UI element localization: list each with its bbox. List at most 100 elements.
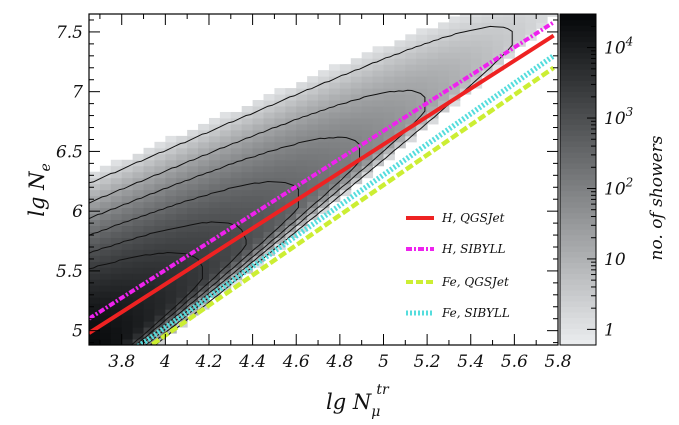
colorbar-step xyxy=(560,196,596,203)
heatmap-cell xyxy=(416,88,428,95)
heatmap-cell xyxy=(165,267,177,274)
heatmap-cell xyxy=(176,267,188,274)
colorbar-step xyxy=(560,107,596,114)
heatmap-cell xyxy=(165,189,177,197)
heatmap-cell xyxy=(448,28,461,35)
heatmap-cell xyxy=(296,88,308,95)
heatmap-cell xyxy=(89,261,101,268)
heatmap-cell xyxy=(165,309,177,316)
heatmap-cell xyxy=(274,225,286,232)
colorbar-step xyxy=(560,295,596,302)
colorbar xyxy=(560,14,596,346)
heatmap-cell xyxy=(285,177,297,185)
heatmap-cell xyxy=(448,76,461,83)
heatmap-cell xyxy=(481,16,494,23)
heatmap-cell xyxy=(438,76,450,83)
heatmap-cell xyxy=(132,213,145,221)
heatmap-cell xyxy=(121,267,134,274)
heatmap-cell xyxy=(328,64,341,71)
heatmap-cell xyxy=(427,28,439,35)
heatmap-cell xyxy=(121,165,134,173)
heatmap-cell xyxy=(438,70,450,77)
heatmap-cell xyxy=(296,82,308,89)
heatmap-cell xyxy=(187,141,199,149)
heatmap-cell xyxy=(514,16,526,23)
heatmap-cell xyxy=(208,141,221,149)
heatmap-cell xyxy=(176,243,188,250)
heatmap-cell xyxy=(89,333,101,340)
heatmap-cell xyxy=(285,225,297,232)
heatmap-cell xyxy=(241,195,254,203)
heatmap-cell xyxy=(307,117,319,125)
heatmap-cell xyxy=(241,225,254,232)
heatmap-cell xyxy=(241,243,254,250)
heatmap-cell xyxy=(187,213,199,221)
heatmap-cell xyxy=(187,309,199,316)
heatmap-cell xyxy=(525,34,537,41)
heatmap-cell xyxy=(427,82,439,89)
heatmap-cell xyxy=(296,94,308,101)
heatmap-cell xyxy=(198,279,210,286)
heatmap-cell xyxy=(470,28,483,35)
heatmap-cell xyxy=(230,243,243,250)
heatmap-cell xyxy=(307,213,319,221)
heatmap-cell xyxy=(219,141,232,149)
heatmap-cell xyxy=(132,339,145,345)
heatmap-cell xyxy=(328,94,341,101)
heatmap-cell xyxy=(263,189,275,197)
colorbar-step xyxy=(560,190,596,197)
heatmap-cell xyxy=(121,159,134,167)
heatmap-cell xyxy=(208,213,221,221)
heatmap-cell xyxy=(372,76,384,83)
heatmap-cell xyxy=(110,309,123,316)
colorbar-step xyxy=(560,300,596,307)
heatmap-cell xyxy=(416,34,428,41)
heatmap-cell xyxy=(361,159,374,167)
heatmap-cell xyxy=(165,165,177,173)
heatmap-cell xyxy=(198,171,210,179)
heatmap-cell xyxy=(143,249,155,256)
heatmap-cell xyxy=(285,207,297,215)
heatmap-cell xyxy=(176,291,188,298)
colorbar-step xyxy=(560,91,596,98)
heatmap-cell xyxy=(274,117,286,125)
heatmap-cell xyxy=(176,177,188,185)
heatmap-cell xyxy=(132,231,145,238)
heatmap-cell xyxy=(318,70,330,77)
heatmap-cell xyxy=(110,315,123,322)
heatmap-cell xyxy=(165,213,177,221)
heatmap-cell xyxy=(285,219,297,227)
heatmap-cell xyxy=(427,40,439,47)
heatmap-cell xyxy=(99,171,112,179)
heatmap-cell xyxy=(176,159,188,167)
heatmap-cell xyxy=(328,106,341,113)
heatmap-cell xyxy=(361,70,374,77)
colorbar-step xyxy=(560,162,596,170)
heatmap-cell xyxy=(459,40,472,47)
heatmap-cell xyxy=(110,285,123,292)
heatmap-cell xyxy=(318,141,330,149)
heatmap-cell xyxy=(328,135,341,143)
heatmap-cell xyxy=(372,106,384,113)
heatmap-cell xyxy=(481,14,494,17)
model-lines xyxy=(89,20,556,345)
heatmap-cell xyxy=(143,231,155,238)
heatmap-cell xyxy=(187,177,199,185)
colorbar-tick-label: 10 xyxy=(604,250,626,270)
heatmap-cell xyxy=(208,267,221,274)
heatmap-cell xyxy=(208,165,221,173)
heatmap-cell xyxy=(132,207,145,215)
heatmap-cell xyxy=(165,231,177,238)
heatmap-cell xyxy=(394,106,406,113)
heatmap-cell xyxy=(383,76,395,83)
heatmap-cell xyxy=(394,46,406,53)
heatmap-cell xyxy=(318,76,330,83)
heatmap-cell xyxy=(110,165,123,173)
heatmap-cell xyxy=(143,219,155,227)
heatmap-cell xyxy=(361,64,374,71)
y-tick-label: 7 xyxy=(72,83,83,103)
heatmap-cell xyxy=(503,34,515,41)
heatmap-cell xyxy=(514,22,526,29)
heatmap-cell xyxy=(405,100,417,107)
heatmap-cell xyxy=(198,249,210,256)
